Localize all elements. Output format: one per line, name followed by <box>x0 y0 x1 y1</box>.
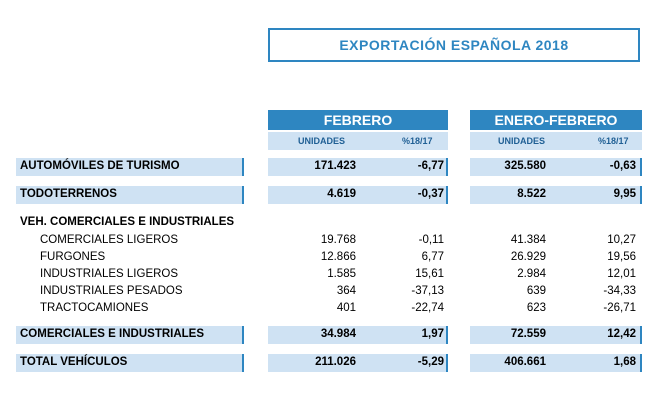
row-label: INDUSTRIALES PESADOS <box>40 285 183 297</box>
cell-value: -5,29 <box>417 356 444 368</box>
row-label: TODOTERRENOS <box>20 188 117 200</box>
row-edge <box>446 186 448 204</box>
subheader-unidades: UNIDADES <box>498 136 546 146</box>
cell-value: 406.661 <box>504 356 546 368</box>
cell-value: 9,95 <box>613 188 636 200</box>
row-edge <box>640 354 642 372</box>
row-edge <box>242 158 244 176</box>
cell-value: 12,01 <box>607 268 636 280</box>
cell-value: -37,13 <box>411 285 444 297</box>
period-header-febrero: FEBRERO <box>268 110 448 130</box>
cell-value: -34,33 <box>603 285 636 297</box>
cell-value: -22,74 <box>411 302 444 314</box>
cell-value: 34.984 <box>320 328 356 340</box>
row-edge <box>242 326 244 344</box>
row-edge <box>446 354 448 372</box>
row-label: COMERCIALES LIGEROS <box>40 234 179 246</box>
subheader-pct: %18/17 <box>402 136 433 146</box>
cell-value: 401 <box>336 302 356 314</box>
row-band <box>16 158 242 176</box>
cell-value: 1,68 <box>613 356 636 368</box>
cell-value: 1,97 <box>421 328 444 340</box>
row-band <box>16 354 242 372</box>
row-edge <box>640 158 642 176</box>
cell-value: 8.522 <box>517 188 546 200</box>
period-header-enero-febrero: ENERO-FEBRERO <box>470 110 642 130</box>
row-edge <box>242 186 244 204</box>
row-band <box>268 186 448 204</box>
subheader-pct: %18/17 <box>598 136 629 146</box>
page-title: EXPORTACIÓN ESPAÑOLA 2018 <box>268 28 640 62</box>
cell-value: 72.559 <box>510 328 546 340</box>
cell-value: 639 <box>526 285 546 297</box>
subheader-febrero: UNIDADES %18/17 <box>268 132 448 150</box>
cell-value: -0,37 <box>417 188 444 200</box>
subheader-unidades: UNIDADES <box>298 136 346 146</box>
cell-value: 171.423 <box>314 160 356 172</box>
section-heading: VEH. COMERCIALES E INDUSTRIALES <box>20 216 235 228</box>
cell-value: 1.585 <box>327 268 356 280</box>
subheader-enero-febrero: UNIDADES %18/17 <box>470 132 642 150</box>
cell-value: -26,71 <box>603 302 636 314</box>
row-band <box>470 186 642 204</box>
row-label: COMERCIALES E INDUSTRIALES <box>20 328 205 340</box>
cell-value: 41.384 <box>510 234 546 246</box>
row-band <box>268 354 448 372</box>
row-band <box>470 158 642 176</box>
cell-value: 26.929 <box>510 251 546 263</box>
row-band <box>268 158 448 176</box>
row-band <box>470 354 642 372</box>
cell-value: 10,27 <box>607 234 636 246</box>
row-band <box>268 326 448 344</box>
row-label: TRACTOCAMIONES <box>40 302 149 314</box>
cell-value: 2.984 <box>517 268 546 280</box>
row-edge <box>640 186 642 204</box>
row-label: FURGONES <box>40 251 106 263</box>
row-edge <box>242 354 244 372</box>
row-label: INDUSTRIALES LIGEROS <box>40 268 179 280</box>
row-edge <box>640 326 642 344</box>
cell-value: -0,11 <box>418 234 444 246</box>
cell-value: 6,77 <box>421 251 444 263</box>
cell-value: 12,42 <box>607 328 636 340</box>
cell-value: 364 <box>336 285 356 297</box>
cell-value: 19.768 <box>320 234 356 246</box>
cell-value: 15,61 <box>415 268 444 280</box>
row-band <box>16 186 242 204</box>
cell-value: 4.619 <box>327 188 356 200</box>
cell-value: 623 <box>526 302 546 314</box>
cell-value: -6,77 <box>417 160 444 172</box>
row-label: TOTAL VEHÍCULOS <box>20 356 128 368</box>
row-label: AUTOMÓVILES DE TURISMO <box>20 160 180 172</box>
row-edge <box>446 158 448 176</box>
row-edge <box>446 326 448 344</box>
row-band <box>16 326 242 344</box>
cell-value: 211.026 <box>315 356 356 368</box>
cell-value: -0,63 <box>609 160 636 172</box>
cell-value: 325.580 <box>504 160 546 172</box>
cell-value: 12.866 <box>320 251 356 263</box>
cell-value: 19,56 <box>607 251 636 263</box>
row-band <box>470 326 642 344</box>
